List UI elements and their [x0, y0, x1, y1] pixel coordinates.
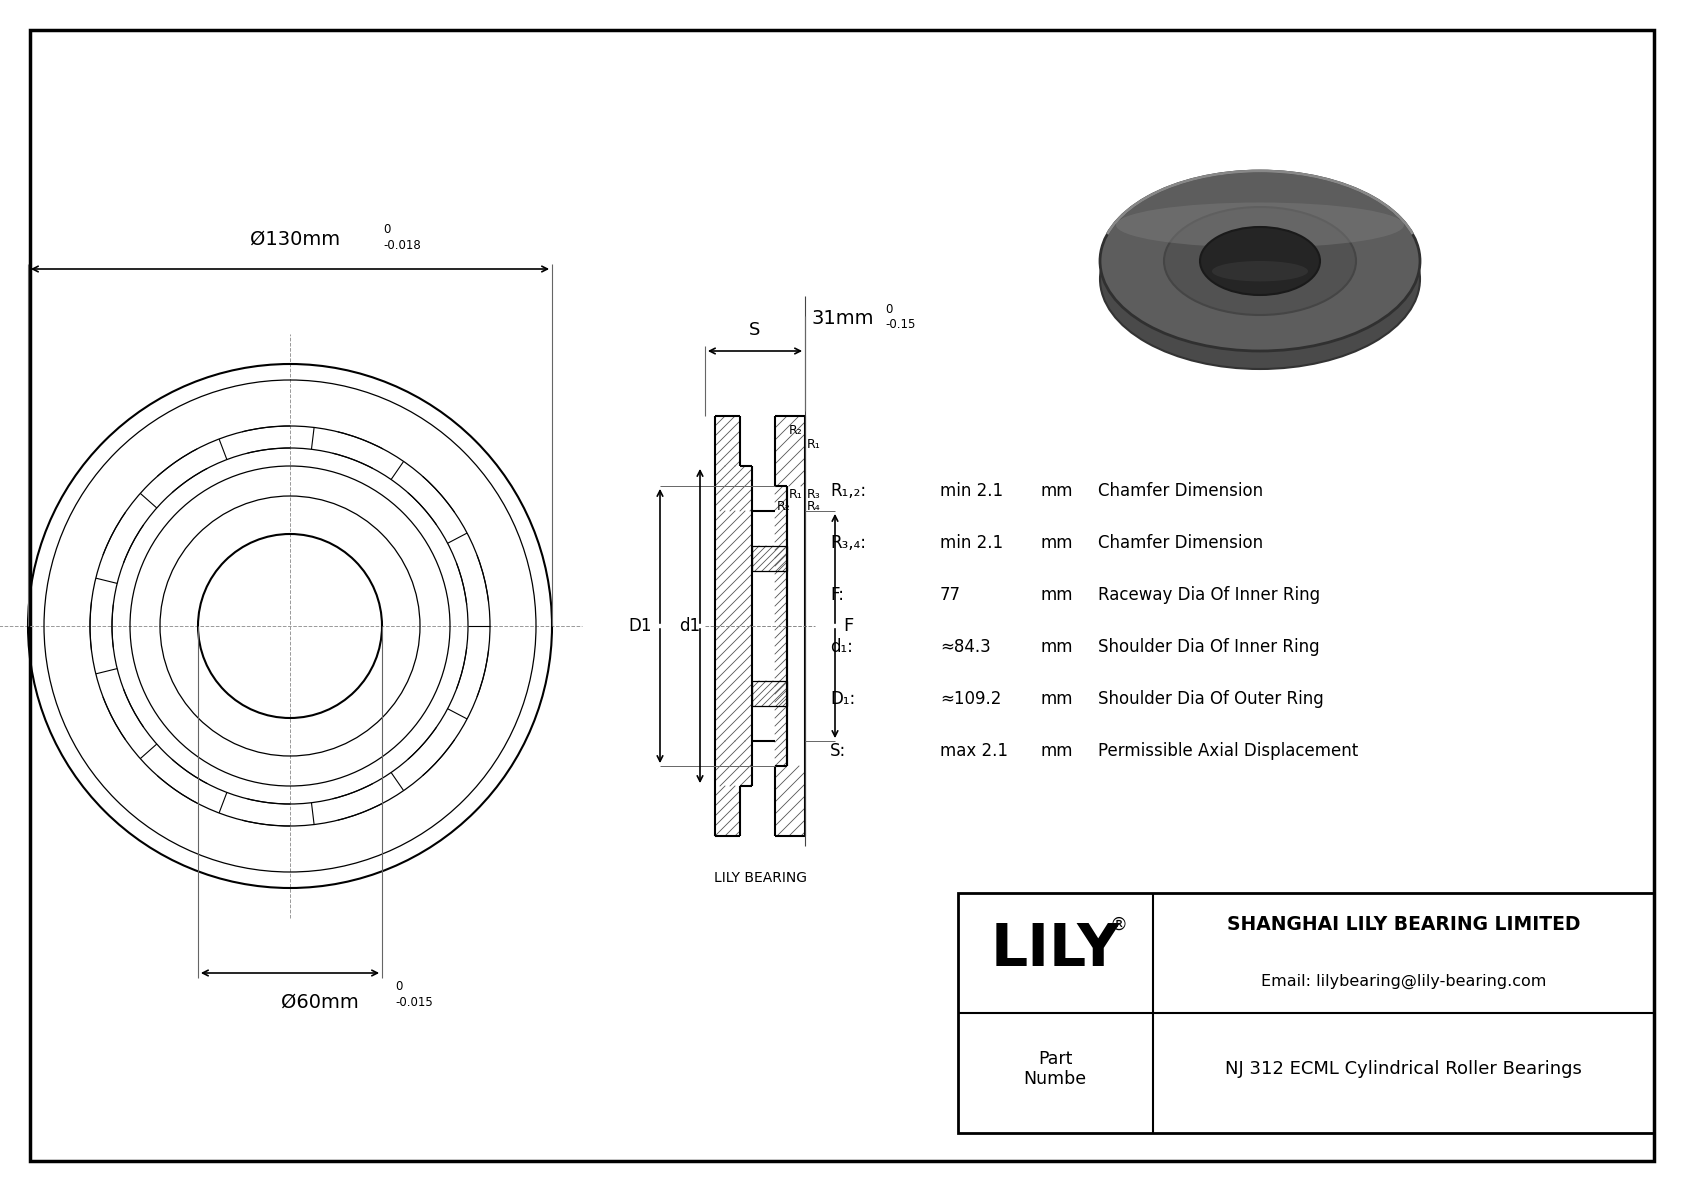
Text: max 2.1: max 2.1: [940, 742, 1009, 760]
Text: R₁,₂:: R₁,₂:: [830, 482, 866, 500]
Bar: [753, 545, 786, 570]
Text: mm: mm: [1041, 742, 1073, 760]
Text: 0: 0: [382, 223, 391, 236]
Text: Permissible Axial Displacement: Permissible Axial Displacement: [1098, 742, 1359, 760]
Text: S: S: [749, 322, 761, 339]
Text: R₁: R₁: [790, 488, 803, 501]
Text: mm: mm: [1041, 586, 1073, 604]
Text: R₁: R₁: [807, 438, 820, 451]
Text: Chamfer Dimension: Chamfer Dimension: [1098, 534, 1263, 551]
Text: R₃: R₃: [807, 488, 820, 501]
Text: SHANGHAI LILY BEARING LIMITED: SHANGHAI LILY BEARING LIMITED: [1226, 915, 1580, 934]
Text: R₃,₄:: R₃,₄:: [830, 534, 866, 551]
Text: Part
Numbe: Part Numbe: [1024, 1049, 1086, 1089]
Text: 0: 0: [396, 980, 402, 993]
Text: F:: F:: [830, 586, 844, 604]
Text: Shoulder Dia Of Outer Ring: Shoulder Dia Of Outer Ring: [1098, 690, 1324, 707]
Text: Chamfer Dimension: Chamfer Dimension: [1098, 482, 1263, 500]
Ellipse shape: [1164, 207, 1356, 314]
Bar: [753, 681, 786, 706]
Text: R₂: R₂: [790, 424, 803, 437]
Text: -0.15: -0.15: [886, 318, 916, 331]
Text: d₁:: d₁:: [830, 638, 852, 656]
Text: Ø130mm: Ø130mm: [249, 230, 340, 249]
Text: D₁:: D₁:: [830, 690, 855, 707]
Ellipse shape: [1212, 261, 1308, 281]
Text: F: F: [844, 617, 854, 635]
Text: mm: mm: [1041, 690, 1073, 707]
Ellipse shape: [1201, 227, 1320, 295]
Text: S:: S:: [830, 742, 847, 760]
Text: ≈84.3: ≈84.3: [940, 638, 990, 656]
Text: mm: mm: [1041, 534, 1073, 551]
Text: 77: 77: [940, 586, 962, 604]
Text: mm: mm: [1041, 638, 1073, 656]
Ellipse shape: [1116, 202, 1404, 248]
Text: min 2.1: min 2.1: [940, 534, 1004, 551]
Ellipse shape: [1100, 172, 1420, 351]
Text: ≈109.2: ≈109.2: [940, 690, 1002, 707]
Text: R₄: R₄: [807, 500, 820, 513]
Text: Raceway Dia Of Inner Ring: Raceway Dia Of Inner Ring: [1098, 586, 1320, 604]
Text: 31mm: 31mm: [812, 308, 874, 328]
Text: min 2.1: min 2.1: [940, 482, 1004, 500]
Ellipse shape: [1100, 189, 1420, 369]
Text: Email: lilybearing@lily-bearing.com: Email: lilybearing@lily-bearing.com: [1261, 974, 1546, 990]
Text: -0.015: -0.015: [396, 996, 433, 1009]
Text: mm: mm: [1041, 482, 1073, 500]
Bar: [958, 893, 1654, 1133]
Text: Shoulder Dia Of Inner Ring: Shoulder Dia Of Inner Ring: [1098, 638, 1320, 656]
Text: LILY BEARING: LILY BEARING: [714, 871, 807, 885]
Text: LILY: LILY: [990, 921, 1120, 978]
Text: -0.018: -0.018: [382, 239, 421, 252]
Text: Ø60mm: Ø60mm: [281, 993, 359, 1012]
Text: 0: 0: [886, 303, 893, 316]
Text: D1: D1: [628, 617, 652, 635]
Text: d1: d1: [679, 617, 701, 635]
Text: R₂: R₂: [776, 500, 791, 513]
Text: NJ 312 ECML Cylindrical Roller Bearings: NJ 312 ECML Cylindrical Roller Bearings: [1224, 1060, 1581, 1078]
Text: ®: ®: [1110, 916, 1127, 934]
